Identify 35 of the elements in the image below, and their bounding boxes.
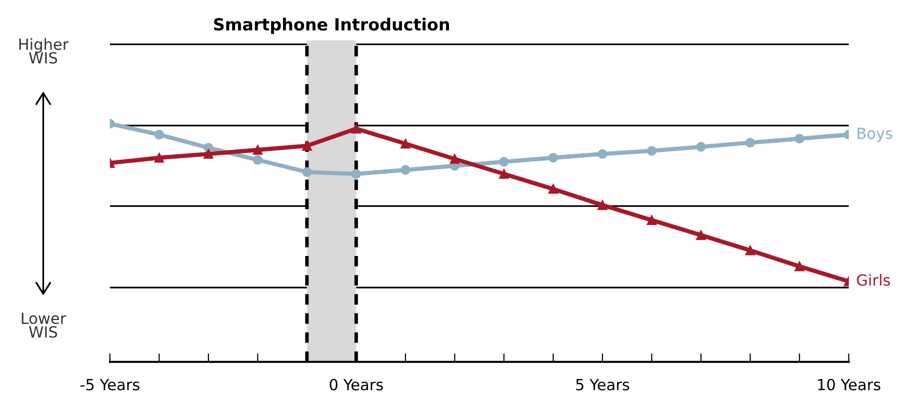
x-tick-label: 0 Years	[330, 378, 383, 390]
point	[450, 154, 460, 164]
band-label: Smartphone Introduction	[214, 18, 449, 34]
point	[302, 167, 312, 177]
point	[499, 169, 509, 179]
point	[351, 124, 362, 134]
point	[794, 134, 804, 144]
point	[252, 155, 263, 165]
point	[696, 142, 706, 152]
point	[154, 152, 164, 163]
point	[154, 130, 164, 140]
point	[794, 262, 804, 272]
point	[646, 146, 657, 156]
point	[598, 200, 608, 210]
point	[400, 138, 410, 149]
series-label: Boys	[858, 128, 892, 142]
point	[696, 230, 706, 240]
point	[302, 140, 312, 151]
point	[204, 149, 214, 159]
point	[745, 138, 756, 148]
point	[252, 145, 263, 155]
point	[646, 215, 657, 226]
point	[499, 156, 509, 167]
point	[400, 165, 410, 175]
text: Higher WIS	[19, 38, 69, 64]
text: Lower WIS	[22, 312, 66, 338]
x-tick-label: -5 Years	[80, 379, 140, 390]
point	[745, 246, 756, 256]
point	[548, 152, 558, 163]
series-label: Girls	[856, 274, 890, 286]
point	[548, 184, 558, 194]
point	[598, 149, 608, 159]
x-tick-label: 5 Years	[576, 379, 630, 390]
x-tick-label: 10 Years	[818, 378, 880, 390]
point	[351, 169, 362, 179]
